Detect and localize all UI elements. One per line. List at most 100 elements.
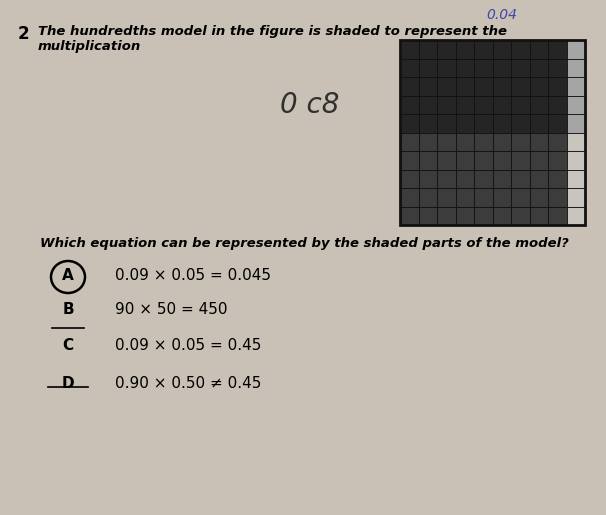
Bar [437, 188, 456, 207]
Bar [493, 207, 511, 225]
Text: 0.04: 0.04 [486, 8, 518, 22]
Bar [474, 207, 493, 225]
Text: B: B [62, 302, 74, 318]
Bar [548, 169, 567, 188]
Bar [567, 77, 585, 95]
Bar [567, 207, 585, 225]
Bar [456, 114, 474, 132]
Bar [419, 59, 437, 77]
Bar [456, 169, 474, 188]
Bar [400, 95, 419, 114]
Bar [548, 114, 567, 132]
Bar [400, 59, 419, 77]
Bar [437, 77, 456, 95]
Bar [419, 169, 437, 188]
Bar [548, 77, 567, 95]
Bar [456, 188, 474, 207]
Bar [419, 132, 437, 151]
Bar [530, 169, 548, 188]
Bar [548, 95, 567, 114]
Bar [419, 77, 437, 95]
Bar [419, 151, 437, 169]
Bar [548, 59, 567, 77]
Text: 90 × 50 = 450: 90 × 50 = 450 [115, 302, 227, 318]
Text: 0.09 × 0.05 = 0.045: 0.09 × 0.05 = 0.045 [115, 267, 271, 283]
Bar [530, 207, 548, 225]
Bar [567, 114, 585, 132]
Bar [400, 188, 419, 207]
Bar [437, 169, 456, 188]
Bar [511, 77, 530, 95]
Bar [567, 188, 585, 207]
Text: Which equation can be represented by the shaded parts of the model?: Which equation can be represented by the… [40, 237, 569, 250]
Bar [474, 77, 493, 95]
Bar [530, 59, 548, 77]
Bar [567, 95, 585, 114]
Bar [419, 188, 437, 207]
Bar [530, 95, 548, 114]
Bar [456, 207, 474, 225]
Bar [400, 77, 419, 95]
Bar [511, 59, 530, 77]
Bar [530, 151, 548, 169]
Bar [530, 114, 548, 132]
Bar [437, 95, 456, 114]
Text: 0.90 × 0.50 ≠ 0.45: 0.90 × 0.50 ≠ 0.45 [115, 375, 261, 390]
Bar [456, 40, 474, 59]
Bar [530, 40, 548, 59]
Bar [456, 95, 474, 114]
Bar [493, 95, 511, 114]
Bar [474, 169, 493, 188]
Bar [400, 40, 419, 59]
Bar [567, 40, 585, 59]
Bar [474, 114, 493, 132]
Bar [400, 169, 419, 188]
Bar [493, 132, 511, 151]
Bar [437, 59, 456, 77]
Bar [548, 40, 567, 59]
Bar [567, 169, 585, 188]
Text: 0 c8: 0 c8 [281, 91, 340, 119]
Bar [419, 114, 437, 132]
Bar [511, 188, 530, 207]
Bar [474, 151, 493, 169]
Text: The hundredths model in the figure is shaded to represent the multiplication: The hundredths model in the figure is sh… [38, 25, 507, 53]
Bar [400, 151, 419, 169]
Bar [400, 114, 419, 132]
Bar [456, 132, 474, 151]
Bar [456, 151, 474, 169]
Bar [474, 40, 493, 59]
Bar [511, 40, 530, 59]
Bar [456, 59, 474, 77]
Bar [437, 40, 456, 59]
Text: 2: 2 [18, 25, 30, 43]
Bar [511, 95, 530, 114]
Bar [456, 77, 474, 95]
Bar [530, 132, 548, 151]
Text: D: D [62, 375, 75, 390]
Bar [548, 188, 567, 207]
Bar [493, 59, 511, 77]
Bar [511, 151, 530, 169]
Bar [548, 132, 567, 151]
Bar [511, 207, 530, 225]
Bar [493, 188, 511, 207]
Bar [548, 151, 567, 169]
Bar [493, 114, 511, 132]
Bar [493, 77, 511, 95]
Bar [474, 95, 493, 114]
Bar [567, 59, 585, 77]
Bar [493, 40, 511, 59]
Bar [548, 207, 567, 225]
Bar [530, 188, 548, 207]
Text: A: A [62, 267, 74, 283]
Bar [437, 114, 456, 132]
Bar [530, 77, 548, 95]
Text: C: C [62, 337, 73, 352]
Bar [474, 132, 493, 151]
Bar [493, 169, 511, 188]
Bar [437, 151, 456, 169]
Bar [493, 151, 511, 169]
Bar [567, 132, 585, 151]
Bar [437, 132, 456, 151]
